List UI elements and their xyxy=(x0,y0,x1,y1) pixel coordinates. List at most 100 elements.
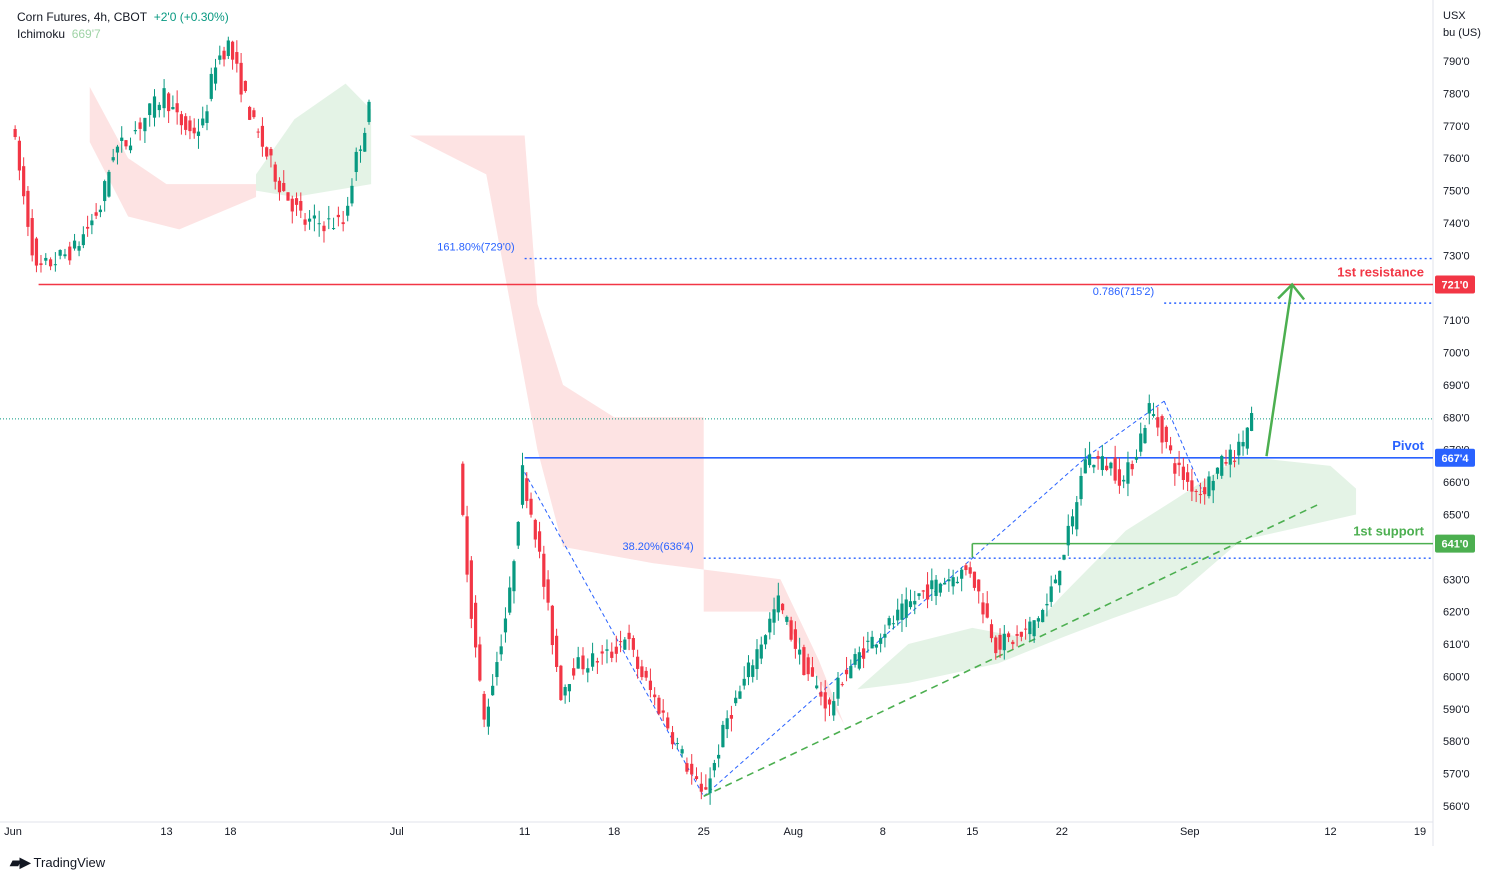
ichimoku-cloud xyxy=(89,83,1357,726)
candle-body xyxy=(358,149,363,151)
candle-body xyxy=(533,519,537,540)
candle-body xyxy=(495,662,499,678)
candle-body xyxy=(567,684,572,692)
candle-body xyxy=(605,649,609,651)
candle-body xyxy=(307,218,312,222)
y-tick-label: 770'0 xyxy=(1443,121,1470,133)
candle-body xyxy=(1207,476,1211,497)
candle-body xyxy=(631,638,635,650)
projection-arrow xyxy=(1265,284,1294,457)
y-tick-label: 590'0 xyxy=(1443,704,1470,716)
candle-body xyxy=(618,641,623,643)
candle-body xyxy=(734,697,738,704)
candle-body xyxy=(30,218,34,256)
resistance-price-tag xyxy=(1435,275,1475,294)
candle-body xyxy=(226,40,230,56)
candle-body xyxy=(977,579,981,592)
candle-body xyxy=(938,583,942,593)
candle-body xyxy=(1241,442,1245,447)
candle-body xyxy=(675,743,679,745)
candle-body xyxy=(960,569,964,579)
axis-currency: USX xyxy=(1443,10,1466,22)
candle-body xyxy=(913,600,917,605)
y-tick-label: 700'0 xyxy=(1443,348,1470,360)
candle-body xyxy=(529,498,533,515)
candle-body xyxy=(1019,631,1023,637)
candle-body xyxy=(205,111,209,123)
candle-body xyxy=(789,620,793,640)
candle-body xyxy=(171,107,175,110)
candle-body xyxy=(815,685,819,689)
candle-body xyxy=(465,516,469,575)
price-axis[interactable]: 560'0 570'0 580'0 590'0 600'0 610'0 620'0 630'0… xyxy=(1435,56,1475,813)
y-tick-label: 680'0 xyxy=(1443,412,1470,424)
candle-body xyxy=(666,717,670,729)
candle-body xyxy=(491,685,495,696)
support-price-tag xyxy=(1435,534,1475,553)
candle-body xyxy=(63,254,67,257)
candle-body xyxy=(832,701,836,716)
candle-body xyxy=(1002,633,1006,651)
y-tick-label: 600'0 xyxy=(1443,671,1470,683)
candles xyxy=(13,36,1254,805)
candle-body xyxy=(836,677,840,699)
candle-body xyxy=(857,652,861,669)
candle-body xyxy=(128,145,133,151)
candle-body xyxy=(738,691,742,699)
candle-body xyxy=(947,579,951,582)
candle-body xyxy=(943,582,947,585)
candle-body xyxy=(1113,457,1117,481)
brand-name: TradingView xyxy=(33,855,106,870)
candle-body xyxy=(542,553,546,587)
candle-body xyxy=(883,633,887,638)
candle-body xyxy=(776,595,780,613)
x-tick-label: 12 xyxy=(1324,826,1336,838)
candle-body xyxy=(623,639,627,650)
candle-body xyxy=(1066,525,1070,546)
candle-body xyxy=(1232,460,1237,462)
candle-body xyxy=(175,103,179,113)
candle-body xyxy=(746,662,751,678)
candle-body xyxy=(844,669,849,675)
candle-body xyxy=(600,651,604,654)
candle-body xyxy=(1041,609,1045,623)
candle-body xyxy=(77,246,81,251)
candle-body xyxy=(53,264,57,266)
candle-body xyxy=(1151,414,1156,416)
candle-body xyxy=(115,146,120,153)
candle-body xyxy=(282,182,286,191)
candle-body xyxy=(555,635,559,667)
candle-body xyxy=(68,246,72,261)
time-axis[interactable]: Jun 13 18 Jul 11 18 25 Aug 8 15 22 Sep 12 19 xyxy=(4,826,1426,838)
candle-body xyxy=(1160,416,1164,443)
candle-body xyxy=(985,603,989,618)
candle-body xyxy=(143,117,147,132)
candle-body xyxy=(120,137,124,141)
candle-body xyxy=(559,665,563,700)
candle-body xyxy=(670,732,675,745)
candle-body xyxy=(48,259,53,267)
resistance-price-tag-text: 721'0 xyxy=(1441,280,1468,292)
candle-body xyxy=(346,205,350,216)
candle-body xyxy=(1173,463,1177,474)
candle-body xyxy=(1224,462,1228,464)
candle-body xyxy=(680,749,684,754)
candle-body xyxy=(222,50,226,60)
fib-swing-line xyxy=(1087,400,1165,457)
candle-body xyxy=(742,678,746,686)
candle-body xyxy=(546,579,550,603)
candle-body xyxy=(265,147,269,157)
candle-body xyxy=(879,638,883,644)
candle-body xyxy=(1096,456,1100,459)
candle-body xyxy=(798,649,802,655)
tradingview-logo[interactable]: ▰▶ TradingView xyxy=(10,854,105,871)
pivot-price-tag xyxy=(1435,448,1475,467)
candle-body xyxy=(951,577,955,587)
candle-body xyxy=(133,130,137,132)
candle-body xyxy=(1006,633,1011,638)
candle-body xyxy=(572,668,576,676)
y-tick-label: 710'0 xyxy=(1443,315,1470,327)
candle-body xyxy=(179,114,184,126)
candle-body xyxy=(354,151,358,173)
